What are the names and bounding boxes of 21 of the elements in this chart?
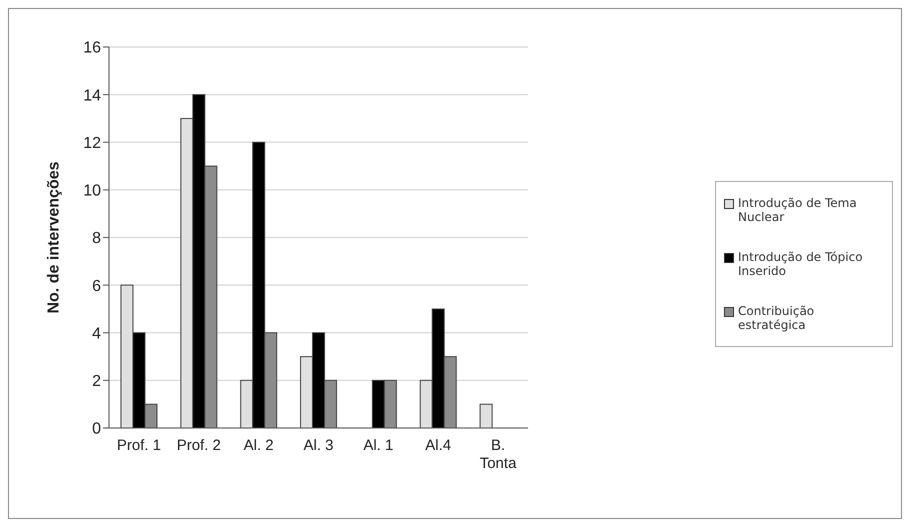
legend-label: Introdução de Tema Nuclear: [738, 196, 858, 224]
y-tick-label: 12: [83, 134, 102, 152]
x-tick-label: Al. 3: [303, 437, 334, 454]
y-tick-label: 10: [83, 182, 102, 200]
y-axis-title: No. de intervenções: [46, 161, 63, 314]
legend-label: Introdução de Tópico Inserido: [738, 250, 864, 278]
bar: [480, 404, 493, 428]
y-tick-label: 0: [92, 420, 102, 438]
x-tick-label: Prof. 2: [176, 437, 221, 454]
y-tick-label: 16: [83, 40, 102, 57]
x-tick-label: Al. 1: [363, 437, 394, 454]
y-tick-label: 4: [92, 325, 102, 342]
x-tick-label: B. Tonta: [480, 437, 518, 472]
legend-label: Contribuição estratégica: [738, 304, 816, 332]
y-tick-label: 14: [83, 87, 102, 104]
x-tick-label: Al. 2: [244, 437, 274, 454]
x-tick-label: Al.4: [425, 437, 452, 454]
x-tick-label: Prof. 1: [116, 437, 162, 454]
y-tick-label: 8: [92, 230, 102, 248]
y-tick-label: 6: [92, 278, 102, 295]
y-tick-label: 2: [92, 373, 102, 390]
